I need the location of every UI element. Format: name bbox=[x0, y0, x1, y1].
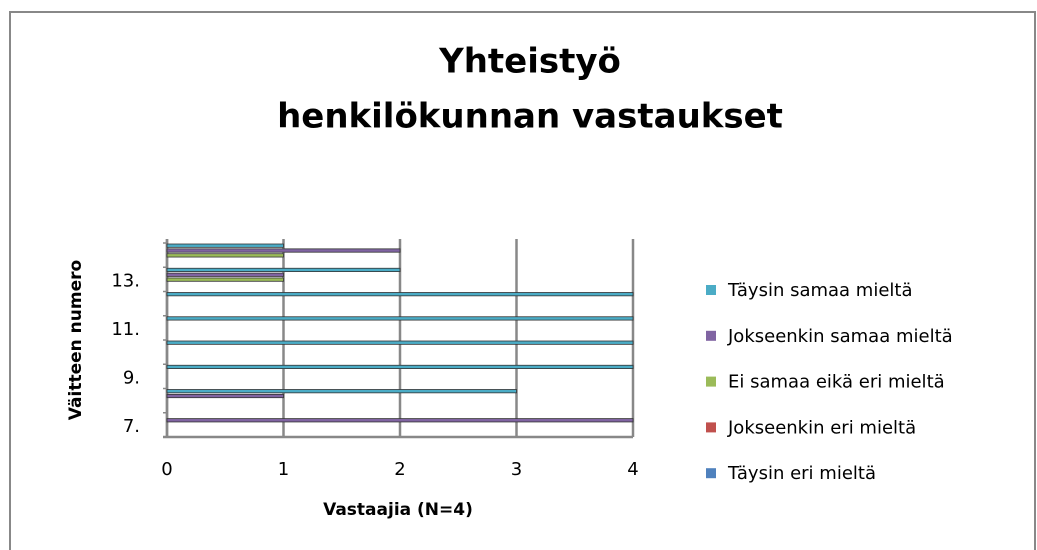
chart-title: henkilökunnan vastaukset bbox=[277, 97, 783, 137]
y-tick-label: 11. bbox=[111, 319, 140, 340]
legend-label: Ei samaa eikä eri mieltä bbox=[728, 372, 945, 393]
legend-swatch bbox=[706, 376, 716, 387]
x-tick-label: 4 bbox=[627, 459, 638, 480]
bar bbox=[166, 272, 284, 277]
legend-swatch bbox=[706, 468, 716, 479]
y-tick-label: 13. bbox=[111, 270, 140, 291]
chart-title: Yhteistyö bbox=[438, 42, 621, 82]
y-axis-label: Väitteen numero bbox=[66, 260, 86, 420]
bar bbox=[166, 277, 284, 282]
x-tick-label: 0 bbox=[161, 459, 172, 480]
bar bbox=[166, 393, 284, 399]
x-tick-label: 1 bbox=[278, 459, 289, 480]
bar bbox=[166, 253, 284, 258]
legend-swatch bbox=[706, 330, 716, 341]
x-tick-label: 3 bbox=[511, 459, 522, 480]
bar bbox=[166, 340, 634, 345]
legend-swatch bbox=[706, 285, 716, 295]
legend-label: Jokseenkin samaa mieltä bbox=[727, 326, 953, 347]
bar bbox=[166, 248, 401, 253]
legend-swatch bbox=[706, 422, 716, 433]
bar bbox=[166, 364, 634, 369]
x-axis-label: Vastaajia (N=4) bbox=[323, 500, 473, 520]
y-tick-label: 7. bbox=[123, 416, 140, 437]
bar bbox=[166, 267, 401, 272]
bar bbox=[166, 389, 517, 394]
legend-label: Täysin eri mieltä bbox=[727, 463, 876, 484]
y-tick-label: 9. bbox=[123, 367, 140, 388]
bar bbox=[166, 418, 634, 423]
legend-label: Jokseenkin eri mieltä bbox=[727, 417, 916, 438]
x-tick-label: 2 bbox=[394, 459, 405, 480]
legend-label: Täysin samaa mieltä bbox=[727, 280, 913, 301]
bar bbox=[166, 316, 634, 321]
bar bbox=[166, 243, 284, 248]
bar bbox=[166, 292, 634, 297]
